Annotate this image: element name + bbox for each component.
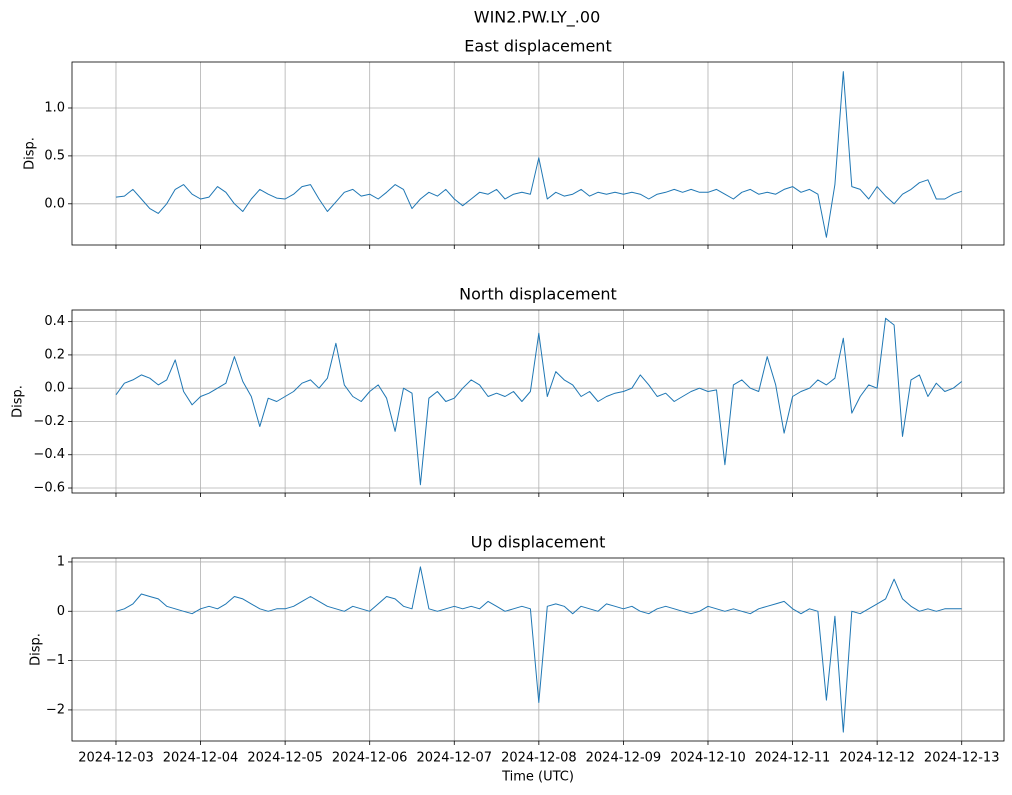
y-tick-label: −0.4	[33, 447, 65, 462]
data-line	[115, 71, 962, 238]
x-tick-label: 2024-12-07	[416, 751, 492, 766]
x-tick-label: 2024-12-03	[78, 751, 154, 766]
y-tick-label: 0.4	[44, 314, 65, 329]
x-tick-label: 2024-12-12	[839, 751, 915, 766]
x-tick-label: 2024-12-04	[163, 751, 239, 766]
y-tick-label: 0.2	[44, 347, 65, 362]
panel-title: Up displacement	[471, 533, 606, 552]
x-tick-label: 2024-12-13	[924, 751, 1000, 766]
x-tick-label: 2024-12-10	[670, 751, 746, 766]
y-tick-label: 0.5	[44, 148, 65, 163]
y-tick-label: 0.0	[44, 381, 65, 396]
x-tick-label: 2024-12-11	[755, 751, 831, 766]
y-tick-label: −0.6	[33, 481, 65, 496]
figure-title: WIN2.PW.LY_.00	[474, 8, 601, 28]
y-tick-label: −2	[46, 702, 65, 717]
panel-title: East displacement	[464, 37, 611, 56]
x-tick-label: 2024-12-08	[501, 751, 577, 766]
data-line	[115, 317, 963, 486]
y-axis-label: Disp.	[29, 633, 44, 666]
y-tick-label: 0	[57, 604, 65, 619]
y-tick-label: 0.0	[44, 196, 65, 211]
y-axis-label: Disp.	[23, 137, 38, 170]
y-tick-label: 1	[57, 554, 65, 569]
plot-frame	[71, 557, 1005, 742]
x-tick-label: 2024-12-05	[247, 751, 323, 766]
y-tick-label: −0.2	[33, 414, 65, 429]
y-axis-label: Disp.	[11, 385, 26, 418]
plot-frame	[71, 309, 1005, 494]
plot-frame	[71, 61, 1005, 246]
y-tick-label: 1.0	[44, 100, 65, 115]
x-tick-label: 2024-12-09	[586, 751, 662, 766]
panel-title: North displacement	[459, 285, 617, 304]
data-line	[115, 566, 962, 733]
x-axis-label: Time (UTC)	[501, 770, 574, 785]
y-tick-label: −1	[46, 653, 65, 668]
x-tick-label: 2024-12-06	[332, 751, 408, 766]
